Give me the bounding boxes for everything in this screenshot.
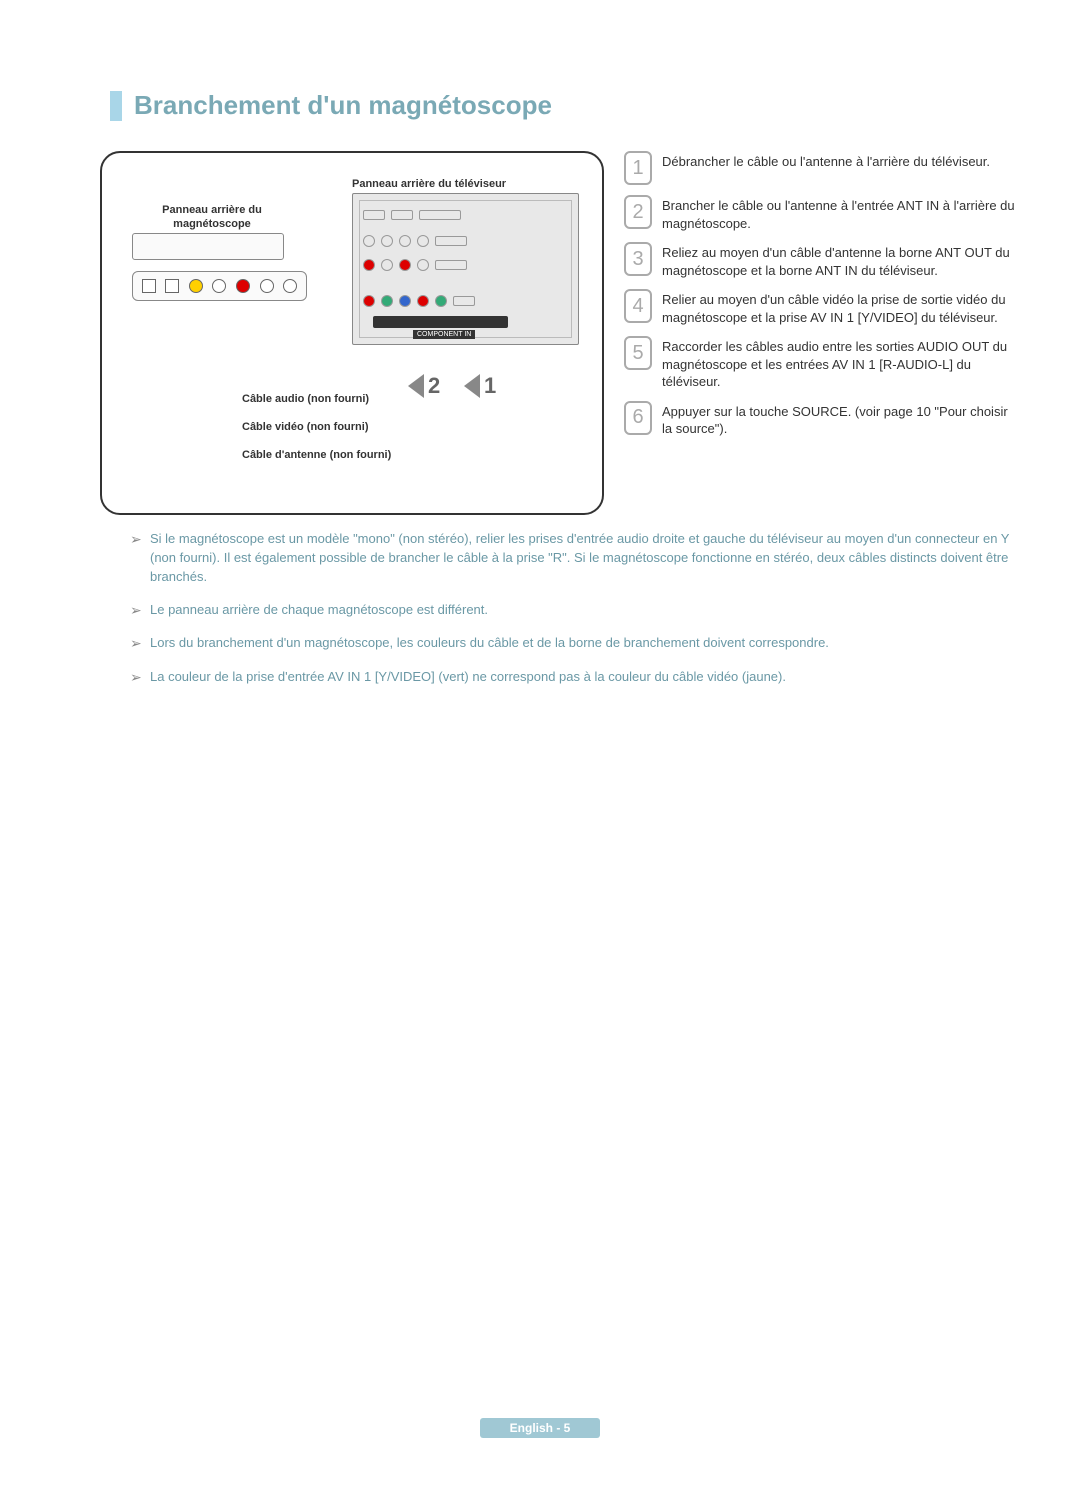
audio-r-port-icon <box>236 279 250 293</box>
port-icon <box>435 260 467 270</box>
step-text: Débrancher le câble ou l'antenne à l'arr… <box>662 151 990 171</box>
vcr-body <box>132 233 284 260</box>
step-text: Reliez au moyen d'un câble d'antenne la … <box>662 242 1020 279</box>
port-icon <box>363 210 385 220</box>
tv-back-panel: COMPONENT IN <box>352 193 579 345</box>
vcr-panel-label: Panneau arrière du magnétoscope <box>142 203 282 232</box>
title-row: Branchement d'un magnétoscope <box>110 90 1020 121</box>
step-3: 3 Reliez au moyen d'un câble d'antenne l… <box>624 242 1020 279</box>
arrow-left-icon <box>464 374 480 398</box>
audio-l-port-icon <box>212 279 226 293</box>
page-footer: English - 5 <box>0 1418 1080 1438</box>
tv-panel-label: Panneau arrière du téléviseur <box>352 178 506 190</box>
note-bullet-icon: ➢ <box>130 634 150 654</box>
vcr-ports <box>132 271 307 301</box>
top-area: Panneau arrière du téléviseur Panneau ar… <box>100 151 1020 515</box>
port-icon <box>417 295 429 307</box>
note-text: Le panneau arrière de chaque magnétoscop… <box>150 601 488 621</box>
port-icon <box>399 259 411 271</box>
step-text: Raccorder les câbles audio entre les sor… <box>662 336 1020 391</box>
step-2: 2 Brancher le câble ou l'antenne à l'ent… <box>624 195 1020 232</box>
notes-list: ➢ Si le magnétoscope est un modèle "mono… <box>130 530 1020 687</box>
port-icon <box>381 295 393 307</box>
arrow-left-icon <box>408 374 424 398</box>
page-title: Branchement d'un magnétoscope <box>134 90 552 121</box>
page: Branchement d'un magnétoscope Panneau ar… <box>0 0 1080 687</box>
port-icon <box>381 235 393 247</box>
step-badge: 6 <box>624 401 652 435</box>
ant-port-icon <box>165 279 179 293</box>
title-accent-bar <box>110 91 122 121</box>
note-item: ➢ Le panneau arrière de chaque magnétosc… <box>130 601 1020 621</box>
port-icon <box>381 259 393 271</box>
note-text: La couleur de la prise d'entrée AV IN 1 … <box>150 668 786 688</box>
port-icon <box>363 259 375 271</box>
step-badge: 4 <box>624 289 652 323</box>
steps-list: 1 Débrancher le câble ou l'antenne à l'a… <box>624 151 1020 515</box>
footer-page-label: English - 5 <box>480 1418 601 1438</box>
step-text: Relier au moyen d'un câble vidéo la pris… <box>662 289 1020 326</box>
port-icon <box>399 295 411 307</box>
ant-port-icon <box>142 279 156 293</box>
marker-number: 2 <box>428 373 440 399</box>
diagram-marker-1: 1 <box>464 373 496 399</box>
step-6: 6 Appuyer sur la touche SOURCE. (voir pa… <box>624 401 1020 438</box>
step-badge: 2 <box>624 195 652 229</box>
marker-number: 1 <box>484 373 496 399</box>
step-text: Brancher le câble ou l'antenne à l'entré… <box>662 195 1020 232</box>
note-text: Si le magnétoscope est un modèle "mono" … <box>150 530 1020 587</box>
port-icon <box>399 235 411 247</box>
port-icon <box>453 296 475 306</box>
diagram-marker-2: 2 <box>408 373 440 399</box>
component-label: COMPONENT IN <box>413 330 475 339</box>
step-5: 5 Raccorder les câbles audio entre les s… <box>624 336 1020 391</box>
note-item: ➢ Si le magnétoscope est un modèle "mono… <box>130 530 1020 587</box>
step-4: 4 Relier au moyen d'un câble vidéo la pr… <box>624 289 1020 326</box>
video-port-icon <box>189 279 203 293</box>
cable-note-antenna: Câble d'antenne (non fourni) <box>242 449 391 461</box>
note-item: ➢ La couleur de la prise d'entrée AV IN … <box>130 668 1020 688</box>
note-bullet-icon: ➢ <box>130 668 150 688</box>
port-icon <box>417 259 429 271</box>
note-bullet-icon: ➢ <box>130 530 150 587</box>
port-icon <box>417 235 429 247</box>
cable-note-audio: Câble audio (non fourni) <box>242 393 369 405</box>
step-badge: 5 <box>624 336 652 370</box>
cable-note-video: Câble vidéo (non fourni) <box>242 421 369 433</box>
note-item: ➢ Lors du branchement d'un magnétoscope,… <box>130 634 1020 654</box>
port-icon <box>435 236 467 246</box>
note-bullet-icon: ➢ <box>130 601 150 621</box>
port-icon <box>419 210 461 220</box>
port-icon <box>363 235 375 247</box>
connection-diagram: Panneau arrière du téléviseur Panneau ar… <box>100 151 604 515</box>
step-text: Appuyer sur la touche SOURCE. (voir page… <box>662 401 1020 438</box>
step-1: 1 Débrancher le câble ou l'antenne à l'a… <box>624 151 1020 185</box>
step-badge: 3 <box>624 242 652 276</box>
port-icon <box>260 279 274 293</box>
port-icon <box>391 210 413 220</box>
port-icon <box>435 295 447 307</box>
step-badge: 1 <box>624 151 652 185</box>
port-icon <box>363 295 375 307</box>
port-icon <box>283 279 297 293</box>
note-text: Lors du branchement d'un magnétoscope, l… <box>150 634 829 654</box>
